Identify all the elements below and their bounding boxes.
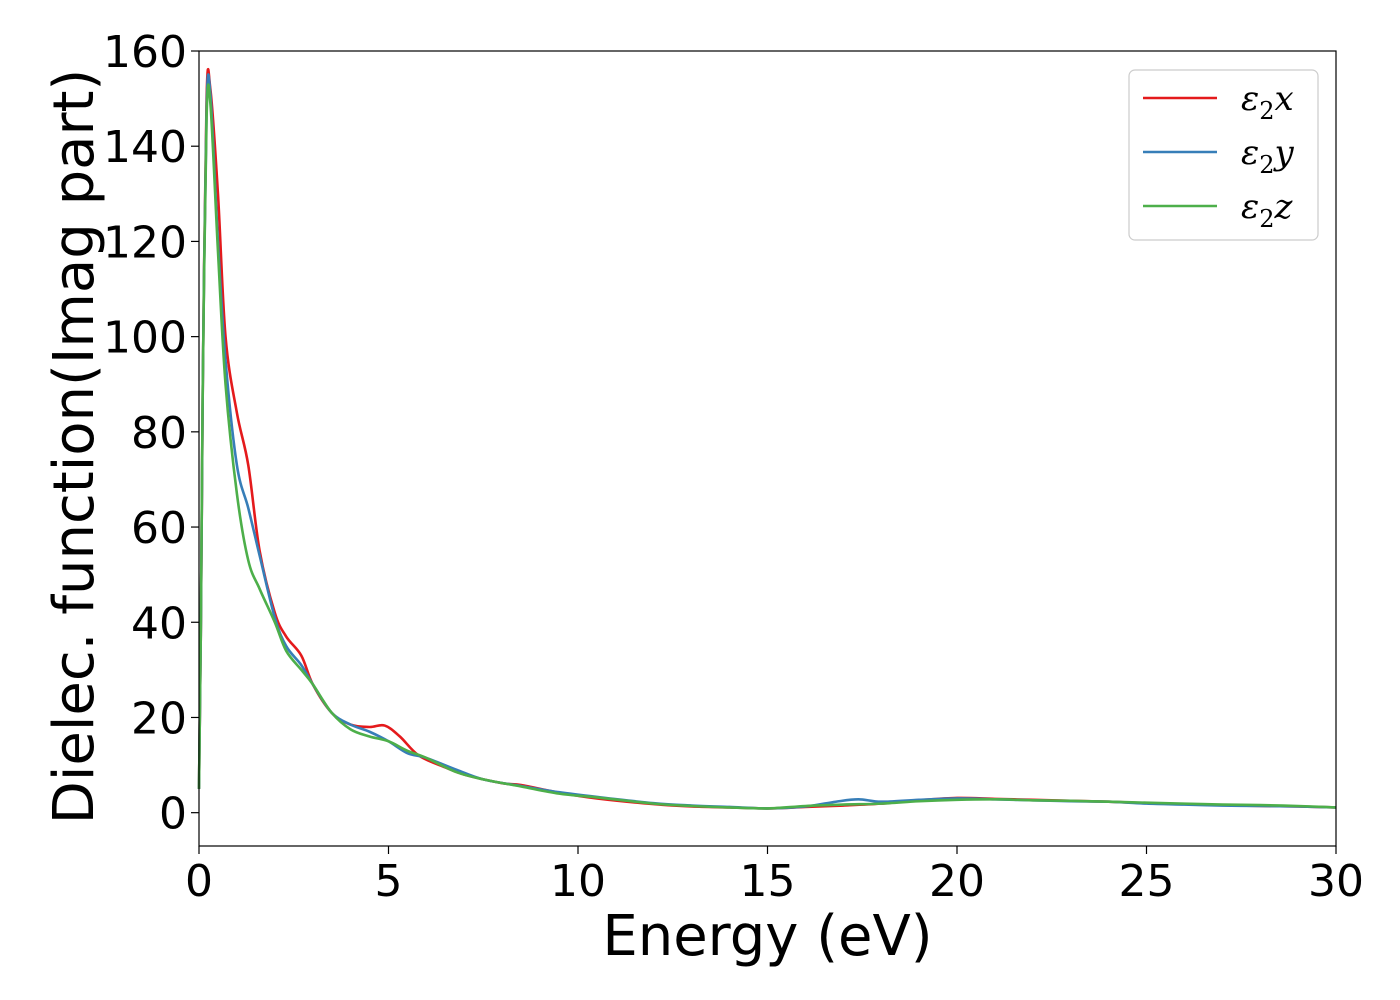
y-tick-label: 20	[131, 693, 187, 744]
legend: ε2x ε2y ε2z	[1128, 69, 1319, 241]
series-line-z	[197, 83, 1337, 810]
x-tick-label: 25	[1119, 856, 1175, 907]
x-tick-label: 15	[740, 856, 796, 907]
legend-item-y: ε2y	[1143, 133, 1295, 179]
x-tick-label: 20	[929, 856, 985, 907]
y-axis-title: Dielec. function(Imag part)	[42, 69, 107, 825]
y-tick-label: 140	[103, 122, 187, 173]
y-tick-label: 0	[159, 789, 187, 840]
legend-label: ε2y	[1241, 133, 1295, 179]
x-tick-label: 30	[1308, 856, 1364, 907]
x-tick-label: 5	[375, 856, 403, 907]
y-tick-label: 120	[103, 217, 187, 268]
legend-label: ε2z	[1241, 187, 1294, 233]
legend-item-x: ε2x	[1143, 79, 1294, 125]
axes: 0 5 10 15 20 25 30 0 20 40 60 80 100 120 140 160	[103, 27, 1364, 907]
y-tick-label: 60	[131, 503, 187, 554]
legend-box	[1128, 69, 1319, 241]
y-tick-label: 100	[103, 313, 187, 364]
x-tick-label: 10	[550, 856, 606, 907]
x-axis-title: Energy (eV)	[602, 904, 932, 969]
y-tick-label: 40	[131, 598, 187, 649]
legend-label: ε2x	[1241, 79, 1294, 125]
x-tick-label: 0	[185, 856, 213, 907]
plot-frame	[198, 50, 1337, 847]
y-tick-label: 80	[131, 408, 187, 459]
legend-item-z: ε2z	[1143, 187, 1294, 233]
series-lines	[197, 68, 1337, 810]
y-tick-label: 160	[103, 27, 187, 78]
